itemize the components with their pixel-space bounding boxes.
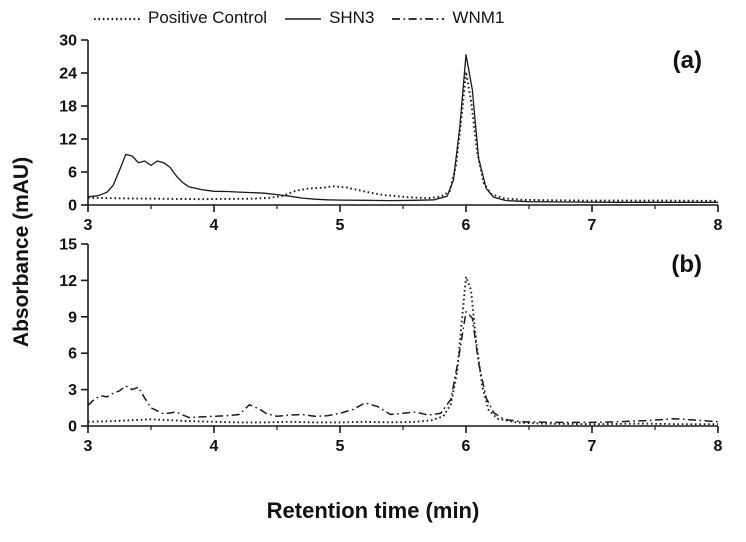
y-tick-label: 9: [68, 309, 77, 326]
dashdot-line-icon: [392, 18, 445, 20]
x-tick-label: 5: [336, 217, 345, 234]
x-tick-label: 4: [210, 438, 219, 455]
dotted-line-icon: [94, 17, 140, 21]
series-positive-control: [87, 275, 718, 426]
series-shn3: [87, 54, 718, 203]
legend-label: WNM1: [452, 8, 505, 27]
y-tick-label: 30: [59, 33, 77, 50]
series-wnm1: [87, 311, 719, 424]
panel-a-plot: 0 6 12 18 24 30 3 4 5 6 7 8 (a): [59, 33, 723, 235]
y-tick-label: 18: [59, 99, 77, 116]
x-tick-label: 3: [84, 438, 93, 455]
x-tick-label: 8: [714, 217, 723, 234]
y-tick-label: 24: [59, 66, 77, 83]
y-tick-label: 6: [68, 165, 77, 182]
y-axis-title: Absorbance (mAU): [10, 156, 33, 348]
x-tick-label: 6: [462, 438, 471, 455]
y-tick-label: 0: [68, 419, 77, 436]
y-tick-label: 12: [59, 132, 77, 149]
legend-item-wnm1: WNM1: [390, 8, 504, 28]
y-tick-label: 0: [68, 198, 77, 215]
solid-line-icon: [285, 18, 322, 20]
x-tick-label: 6: [462, 217, 471, 234]
y-tick-label: 15: [59, 237, 77, 254]
legend-item-positive-control: Positive Control: [92, 8, 267, 28]
x-tick-label: 5: [336, 438, 345, 455]
panel-label: (b): [671, 251, 702, 278]
y-tick-label: 6: [68, 346, 77, 363]
panel-label: (a): [673, 47, 702, 74]
legend-label: Positive Control: [148, 8, 268, 27]
x-tick-label: 7: [588, 217, 597, 234]
x-tick-label: 4: [210, 217, 219, 234]
y-tick-label: 12: [59, 273, 77, 290]
legend: Positive Control SHN3 WNM1: [92, 8, 504, 28]
legend-label: SHN3: [329, 8, 375, 27]
x-tick-label: 7: [588, 438, 597, 455]
x-tick-label: 3: [84, 217, 93, 234]
x-axis-title: Retention time (min): [266, 498, 480, 523]
y-tick-label: 3: [68, 382, 77, 399]
series-positive-control: [87, 70, 719, 202]
legend-item-shn3: SHN3: [283, 8, 374, 28]
x-tick-label: 8: [714, 438, 723, 455]
